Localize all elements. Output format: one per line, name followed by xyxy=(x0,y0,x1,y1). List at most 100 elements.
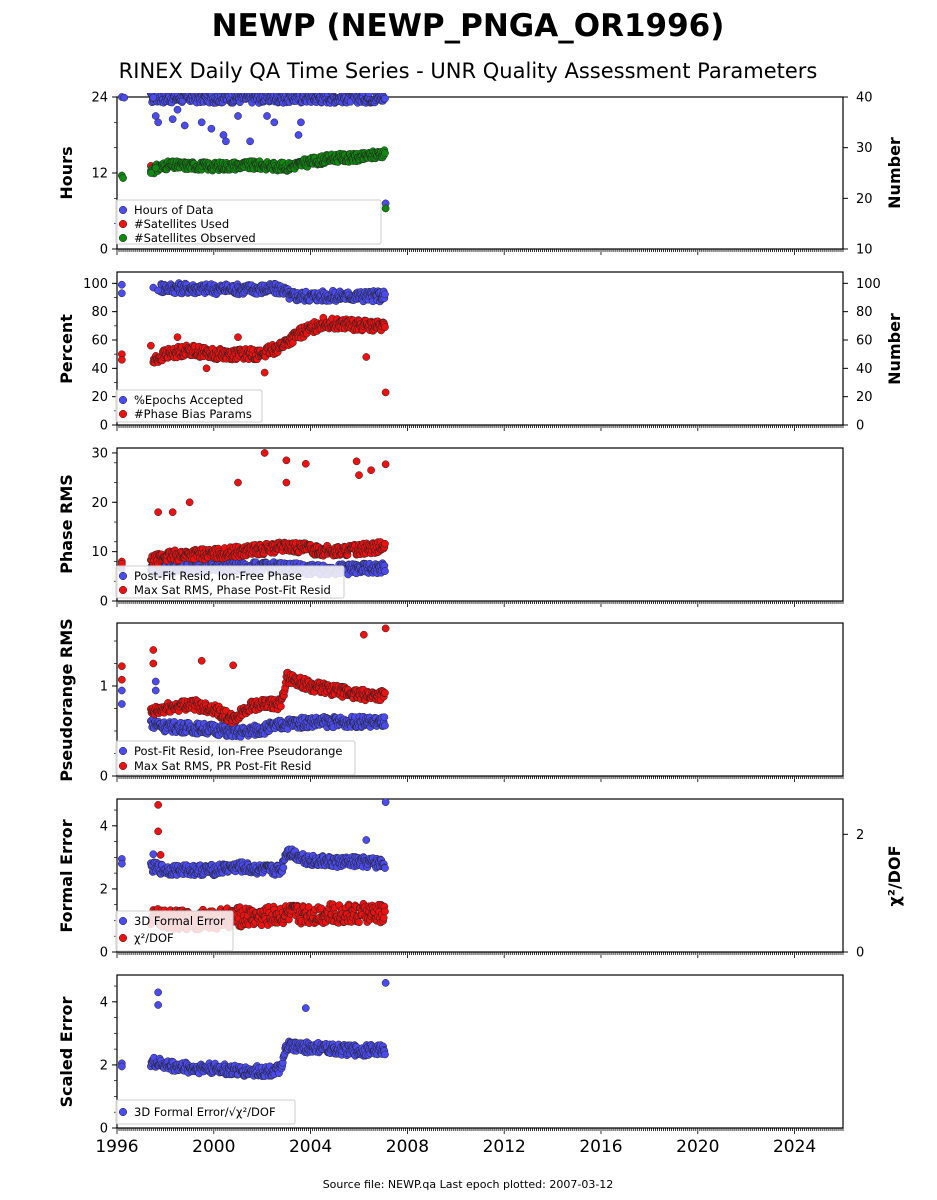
y-axis-label: Hours xyxy=(57,146,76,199)
panel-3: 0 10 20 30 Phase RMS Post-Fit Resid, Ion-Free… xyxy=(57,446,844,610)
data-point xyxy=(207,124,216,133)
data-point xyxy=(180,121,189,130)
data-point xyxy=(154,286,162,295)
data-point xyxy=(282,478,291,487)
y-axis-label-right: χ²/DOF xyxy=(885,846,904,907)
y-axis-label: Phase RMS xyxy=(57,474,76,574)
data-point xyxy=(147,169,155,177)
data-point xyxy=(282,456,291,465)
data-point xyxy=(381,388,390,397)
y-axis-label: Percent xyxy=(57,314,76,384)
series-1 xyxy=(117,798,390,880)
legend-label: Max Sat RMS, Phase Post-Fit Resid xyxy=(134,583,331,597)
data-point xyxy=(168,508,177,517)
data-point xyxy=(117,700,126,708)
legend-label: %Epochs Accepted xyxy=(134,393,243,407)
y-right-tick-label: 0 xyxy=(856,946,864,961)
data-point xyxy=(246,137,254,146)
y-axis-label-right: Number xyxy=(885,137,904,209)
legend-label: #Satellites Used xyxy=(134,217,229,231)
y-tick-label: 0 xyxy=(100,419,108,434)
data-point xyxy=(234,333,242,342)
y-tick-label: 24 xyxy=(91,91,108,106)
y-tick-label: 40 xyxy=(91,362,108,377)
legend-label: #Satellites Observed xyxy=(134,231,256,245)
panel-4: 0 1 Pseudorange RMS Post-Fit Resid, Ion-Fre… xyxy=(57,618,844,785)
chart-subtitle: RINEX Daily QA Time Series - UNR Quality… xyxy=(119,59,818,83)
data-layer xyxy=(117,624,390,741)
y-right-tick-label: 40 xyxy=(856,362,873,377)
y-tick-label: 100 xyxy=(83,277,108,292)
data-point xyxy=(149,93,158,102)
data-point xyxy=(263,112,271,120)
y-right-tick-label: 10 xyxy=(856,243,873,258)
data-point xyxy=(117,280,126,289)
data-point xyxy=(120,93,129,102)
series-1 xyxy=(117,279,389,306)
y-tick-label: 0 xyxy=(100,595,108,610)
data-point xyxy=(270,118,279,127)
data-point xyxy=(149,659,158,668)
y-axis-label: Formal Error xyxy=(57,819,76,932)
data-point xyxy=(352,457,361,466)
y-right-tick-label: 100 xyxy=(856,277,881,292)
data-point xyxy=(301,459,310,468)
y-right-tick-label: 80 xyxy=(856,305,873,320)
y-tick-label: 60 xyxy=(91,334,108,349)
data-point xyxy=(381,539,389,548)
legend-label: #Phase Bias Params xyxy=(134,407,252,421)
y-right-tick-label: 60 xyxy=(856,334,873,349)
y-right-tick-label: 40 xyxy=(856,91,873,106)
data-point xyxy=(260,368,269,377)
y-tick-label: 0 xyxy=(100,946,108,961)
y-tick-label: 30 xyxy=(91,446,108,461)
data-point xyxy=(173,105,182,114)
legend-box xyxy=(115,199,382,245)
y-tick-label: 0 xyxy=(100,243,108,258)
data-point xyxy=(381,290,389,299)
data-point xyxy=(229,661,238,670)
y-tick-label: 20 xyxy=(91,390,108,405)
data-point xyxy=(381,323,389,332)
y-axis-label-right: Number xyxy=(885,313,904,385)
legend-marker xyxy=(118,409,128,419)
y-tick-label: 0 xyxy=(100,770,108,785)
data-point xyxy=(355,471,363,479)
legend-marker xyxy=(118,761,128,771)
data-point xyxy=(381,721,389,730)
data-point xyxy=(297,118,305,127)
y-right-tick-label: 2 xyxy=(856,828,864,843)
legend-label: Hours of Data xyxy=(134,203,214,217)
data-point xyxy=(154,508,162,517)
data-point xyxy=(185,498,194,507)
legend-marker xyxy=(118,585,128,595)
data-point xyxy=(381,204,390,213)
data-point xyxy=(367,466,375,475)
data-point xyxy=(151,677,160,686)
data-point xyxy=(381,567,389,575)
y-right-tick-label: 30 xyxy=(856,141,873,156)
data-point xyxy=(381,624,390,633)
data-point xyxy=(365,93,373,98)
legend-marker xyxy=(118,219,128,229)
data-point xyxy=(234,112,242,120)
legend-marker xyxy=(118,746,128,756)
data-point xyxy=(202,364,211,373)
data-point xyxy=(222,137,230,146)
panel-2: 0 20 40 60 80 100 0 20 40 60 80 100 Percent Number %Ep… xyxy=(57,271,904,434)
y-tick-label: 10 xyxy=(91,545,108,560)
data-point xyxy=(117,355,126,364)
data-point xyxy=(151,164,160,172)
data-point xyxy=(362,353,371,361)
data-layer xyxy=(117,279,390,397)
y-right-tick-label: 0 xyxy=(856,419,864,434)
data-point xyxy=(119,174,127,182)
series-2 xyxy=(117,313,390,397)
data-point xyxy=(173,333,182,342)
data-point xyxy=(294,131,303,139)
data-point xyxy=(380,713,389,722)
data-point xyxy=(381,149,389,157)
